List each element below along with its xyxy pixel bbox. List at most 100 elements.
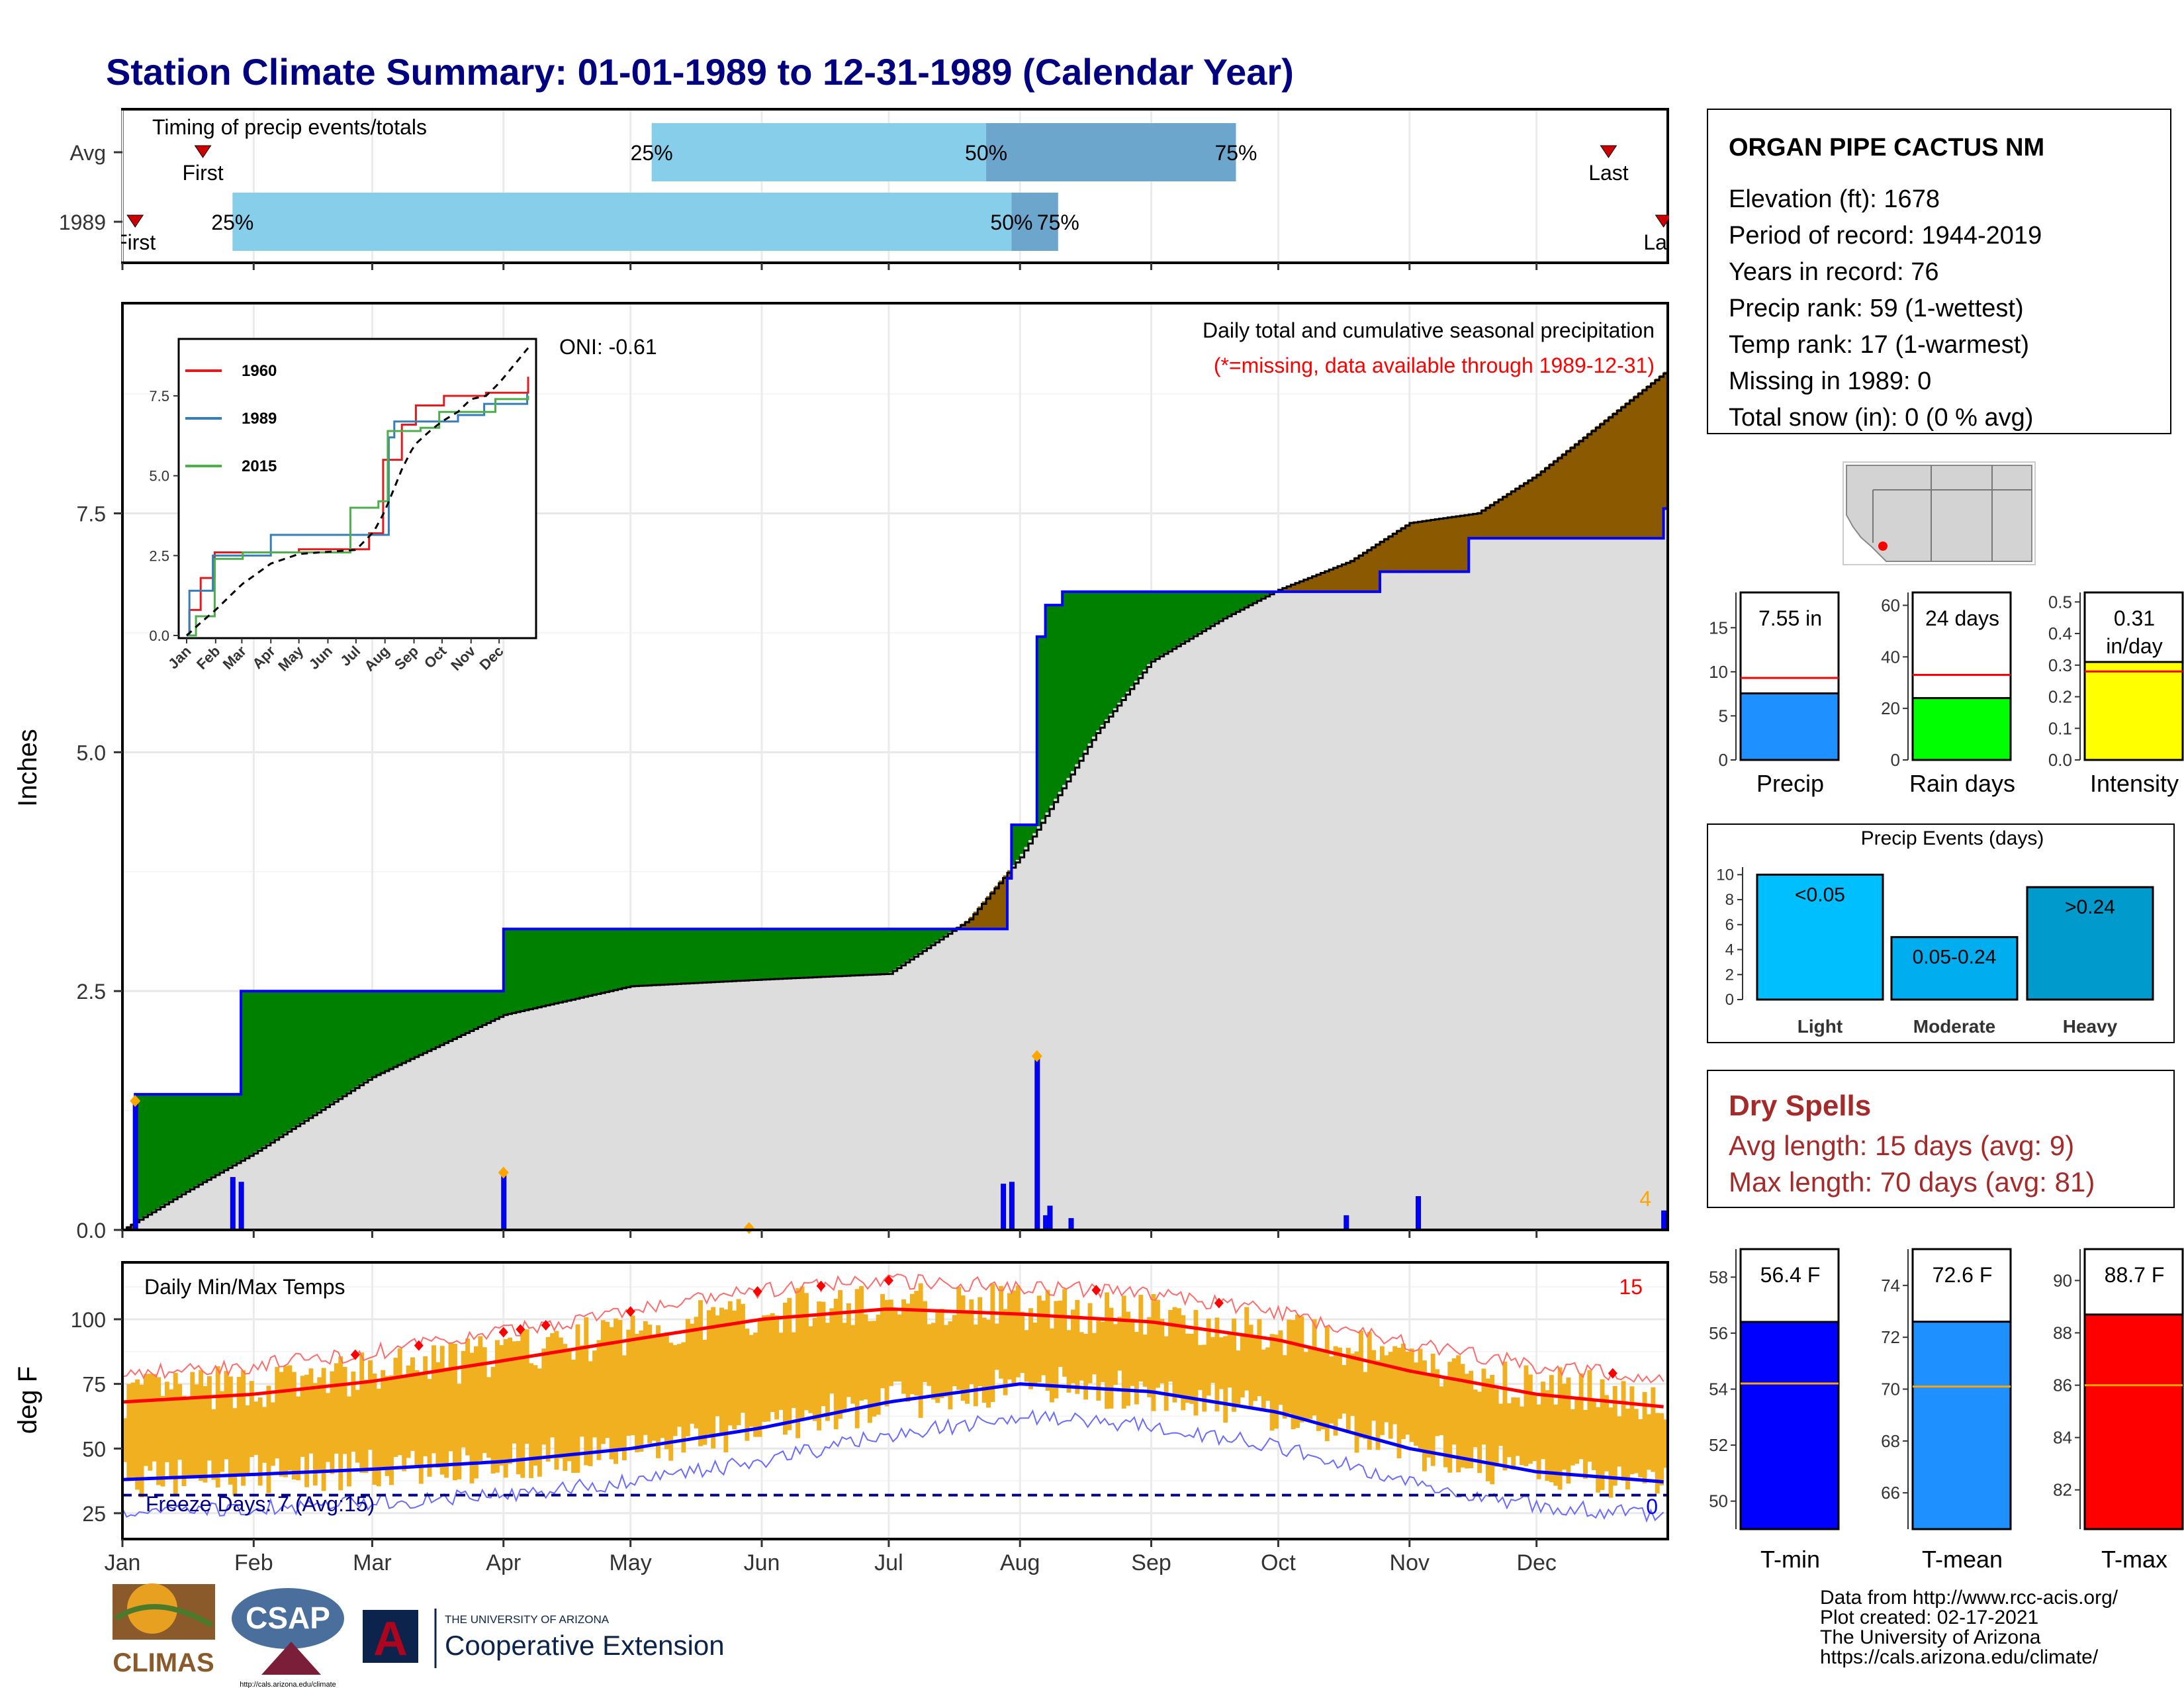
daily-temp-range-bar (897, 1314, 902, 1382)
normal-precip-fill (1218, 620, 1224, 1230)
temp-bar-tick-label: 90 (2053, 1270, 2072, 1290)
above-normal-fill (829, 929, 835, 977)
normal-precip-fill (1422, 571, 1427, 1230)
daily-temp-range-bar (1409, 1348, 1414, 1442)
first-event-label: First (114, 230, 156, 254)
normal-precip-fill (1333, 591, 1338, 1230)
station-line: Period of record: 1944-2019 (1729, 222, 2042, 250)
normal-precip-fill (1388, 571, 1393, 1230)
above-normal-fill (1075, 591, 1080, 765)
above-normal-fill (397, 991, 402, 1064)
below-normal-fill (1633, 395, 1639, 539)
daily-temp-range-bar (1570, 1409, 1575, 1466)
normal-precip-fill (1506, 538, 1512, 1231)
daily-temp-range-bar (1308, 1346, 1313, 1419)
normal-precip-fill (224, 1168, 229, 1230)
daily-temp-range-bar (1045, 1289, 1050, 1391)
below-normal-fill (1345, 561, 1351, 592)
normal-precip-fill (651, 985, 657, 1230)
mini-bar-tick-label: 0.2 (2048, 687, 2072, 707)
above-normal-fill (461, 991, 466, 1035)
normal-precip-fill (291, 1127, 296, 1230)
normal-precip-fill (893, 969, 898, 1230)
inset-month-label: Aug (361, 643, 392, 675)
temp-y-axis: 25 50 75 100 (71, 1308, 122, 1526)
normal-precip-fill (355, 1086, 360, 1230)
above-normal-fill (753, 929, 758, 980)
normal-precip-fill (1498, 538, 1504, 1231)
normal-precip-fill (965, 929, 970, 1230)
daily-temp-range-bar (656, 1325, 660, 1458)
above-normal-fill (418, 991, 424, 1055)
daily-temp-range-bar (1303, 1352, 1308, 1420)
daily-temp-range-bar (308, 1368, 314, 1454)
daily-temp-range-bar (512, 1341, 517, 1444)
above-normal-fill (435, 991, 441, 1047)
daily-temp-range-bar (203, 1385, 208, 1483)
daily-precip-bar (132, 1100, 138, 1231)
above-normal-fill (1168, 591, 1173, 651)
below-normal-fill (1324, 570, 1330, 592)
normal-precip-fill (270, 1141, 275, 1230)
above-normal-fill (550, 929, 555, 1004)
normal-precip-fill (1633, 538, 1639, 1231)
below-normal-fill (1460, 515, 1465, 572)
daily-temp-range-bar (1629, 1386, 1635, 1475)
below-normal-fill (1502, 495, 1508, 539)
temp-bar-tick-label: 82 (2053, 1480, 2072, 1500)
above-normal-fill (389, 991, 394, 1068)
above-normal-fill (698, 929, 704, 983)
normal-precip-fill (609, 990, 614, 1230)
inset-month-label: May (275, 642, 306, 674)
daily-temp-range-bar (245, 1405, 250, 1476)
above-normal-fill (1070, 591, 1075, 771)
normal-precip-fill (1299, 591, 1304, 1230)
timing-row-label: 1989 (59, 211, 106, 234)
normal-precip-fill (643, 985, 648, 1230)
station-box-frame (1707, 109, 2171, 434)
normal-precip-fill (1206, 627, 1211, 1230)
below-normal-fill (1299, 580, 1304, 592)
normal-precip-fill (715, 982, 720, 1230)
timing-row-label: Avg (69, 141, 106, 165)
below-normal-fill (1388, 535, 1393, 572)
above-normal-fill (741, 929, 745, 981)
above-normal-fill (494, 991, 500, 1018)
above-normal-fill (253, 991, 259, 1152)
inset-line-2015 (187, 396, 529, 637)
normal-precip-fill (749, 980, 754, 1230)
temp-bar-tick-label: 54 (1709, 1380, 1728, 1399)
mini-bar-tick-label: 5 (1719, 706, 1728, 726)
daily-temp-range-bar (1608, 1407, 1614, 1498)
above-normal-fill (821, 929, 826, 977)
daily-temp-range-bar (296, 1396, 301, 1481)
normal-precip-fill (1655, 538, 1660, 1231)
locator-map (1843, 461, 2036, 565)
above-normal-fill (1185, 591, 1190, 640)
daily-temp-range-bar (224, 1371, 229, 1460)
month-label: Jan (105, 1550, 141, 1575)
normal-precip-fill (918, 952, 923, 1230)
daily-temp-range-bar (1655, 1413, 1660, 1494)
above-normal-fill (406, 991, 411, 1060)
normal-precip-fill (973, 929, 978, 1230)
normal-precip-fill (630, 986, 635, 1230)
daily-temp-range-bar (1388, 1352, 1393, 1439)
above-normal-fill (596, 929, 602, 994)
above-normal-fill (270, 991, 275, 1141)
normal-precip-fill (185, 1190, 191, 1230)
csap-logo-url: http://cals.arizona.edu/climate (240, 1681, 336, 1688)
above-normal-fill (863, 929, 868, 975)
normal-precip-fill (448, 1040, 453, 1230)
normal-precip-fill (833, 976, 839, 1230)
daily-temp-range-bar (630, 1315, 635, 1436)
daily-precip-bar (1009, 1182, 1015, 1231)
above-normal-fill (554, 929, 559, 1004)
temp-y-tick-label: 25 (82, 1502, 106, 1526)
above-normal-fill (757, 929, 762, 980)
above-normal-fill (719, 929, 725, 982)
normal-precip-fill (1621, 538, 1626, 1231)
normal-precip-fill (520, 1010, 525, 1230)
daily-temp-range-bar (1083, 1333, 1089, 1400)
precip-count-label: 4 (1639, 1187, 1651, 1211)
